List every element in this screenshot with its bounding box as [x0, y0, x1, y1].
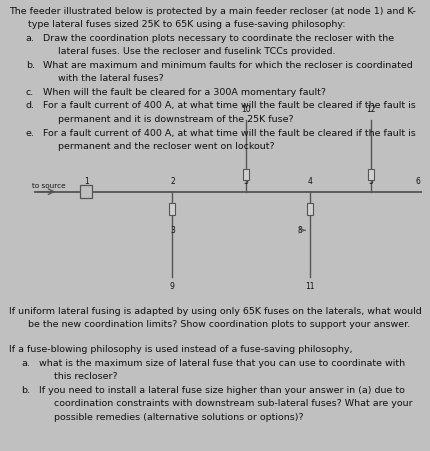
Bar [80, 185, 92, 198]
Text: be the new coordination limits? Show coordination plots to support your answer.: be the new coordination limits? Show coo… [28, 320, 409, 329]
Text: 11: 11 [305, 282, 314, 291]
Text: b.: b. [22, 386, 31, 395]
Text: e.: e. [26, 129, 35, 138]
Text: 9: 9 [169, 282, 175, 291]
Text: a.: a. [26, 34, 35, 43]
Text: 10: 10 [240, 105, 250, 114]
Text: permanent and the recloser went on lockout?: permanent and the recloser went on locko… [58, 142, 274, 151]
Text: 2: 2 [169, 177, 175, 186]
Text: 1: 1 [83, 177, 89, 186]
Text: this recloser?: this recloser? [54, 372, 117, 381]
Text: with the lateral fuses?: with the lateral fuses? [58, 74, 163, 83]
Text: coordination constraints with downstream sub-lateral fuses? What are your: coordination constraints with downstream… [54, 399, 412, 408]
Bar [307, 203, 313, 215]
Text: 3: 3 [169, 226, 175, 235]
Bar [169, 203, 175, 215]
Text: a.: a. [22, 359, 31, 368]
Text: For a fault current of 400 A, at what time will the fault be cleared if the faul: For a fault current of 400 A, at what ti… [43, 129, 415, 138]
Text: When will the fault be cleared for a 300A momentary fault?: When will the fault be cleared for a 300… [43, 88, 326, 97]
Text: 4: 4 [307, 177, 312, 186]
Text: 6: 6 [415, 177, 420, 186]
Text: b.: b. [26, 61, 35, 70]
Text: Draw the coordination plots necessary to coordinate the recloser with the: Draw the coordination plots necessary to… [43, 34, 393, 43]
Text: If uniform lateral fusing is adapted by using only 65K fuses on the laterals, wh: If uniform lateral fusing is adapted by … [9, 307, 421, 316]
Text: c.: c. [26, 88, 34, 97]
Text: If you need to install a lateral fuse size higher than your answer in (a) due to: If you need to install a lateral fuse si… [39, 386, 404, 395]
Text: If a fuse-blowing philosophy is used instead of a fuse-saving philosophy,: If a fuse-blowing philosophy is used ins… [9, 345, 351, 354]
Bar [242, 169, 248, 180]
Text: what is the maximum size of lateral fuse that you can use to coordinate with: what is the maximum size of lateral fuse… [39, 359, 404, 368]
Text: 12: 12 [365, 105, 375, 114]
Text: What are maximum and minimum faults for which the recloser is coordinated: What are maximum and minimum faults for … [43, 61, 412, 70]
Text: The feeder illustrated below is protected by a main feeder recloser (at node 1) : The feeder illustrated below is protecte… [9, 7, 415, 16]
Bar [367, 169, 373, 180]
Text: type lateral fuses sized 25K to 65K using a fuse-saving philosophy:: type lateral fuses sized 25K to 65K usin… [28, 20, 345, 29]
Text: 8: 8 [296, 226, 301, 235]
Text: d.: d. [26, 101, 35, 110]
Text: possible remedies (alternative solutions or options)?: possible remedies (alternative solutions… [54, 413, 303, 422]
Text: to source: to source [32, 184, 66, 189]
Text: permanent and it is downstream of the 25K fuse?: permanent and it is downstream of the 25… [58, 115, 293, 124]
Text: lateral fuses. Use the recloser and fuselink TCCs provided.: lateral fuses. Use the recloser and fuse… [58, 47, 335, 56]
Text: 5: 5 [367, 177, 372, 186]
Text: For a fault current of 400 A, at what time will the fault be cleared if the faul: For a fault current of 400 A, at what ti… [43, 101, 415, 110]
Text: 3: 3 [243, 177, 248, 186]
